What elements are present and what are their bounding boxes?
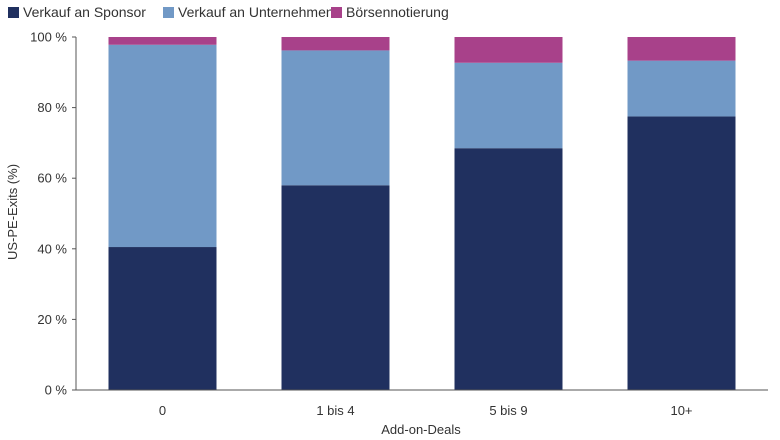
bar-1-2 <box>108 44 217 248</box>
legend-swatch-2 <box>163 7 174 18</box>
legend-label-3: Börsennotierung <box>346 4 449 20</box>
bar-4-1 <box>627 116 736 391</box>
y-axis: 0 % 20 % 40 % 60 % 80 % 100 % <box>30 30 77 398</box>
legend: Verkauf an Sponsor Verkauf an Unternehmen… <box>8 4 449 20</box>
bar-4-2 <box>627 60 736 117</box>
y-tick-label: 40 % <box>37 241 67 256</box>
bar-3-3 <box>454 37 563 63</box>
x-tick-label: 0 <box>159 403 166 418</box>
bar-1-3 <box>108 37 217 45</box>
y-tick-label: 100 % <box>30 30 67 45</box>
bar-1-1 <box>108 247 217 390</box>
bar-3-1 <box>454 148 563 390</box>
legend-swatch-1 <box>8 7 19 18</box>
y-tick-label: 20 % <box>37 312 67 327</box>
x-tick-label: 5 bis 9 <box>489 403 527 418</box>
legend-swatch-3 <box>331 7 342 18</box>
x-tick-label: 1 bis 4 <box>316 403 354 418</box>
x-tick-label: 10+ <box>670 403 692 418</box>
legend-label-2: Verkauf an Unternehmen <box>178 4 334 20</box>
x-axis-title: Add-on-Deals <box>381 422 461 437</box>
bars <box>108 37 736 391</box>
y-tick-label: 60 % <box>37 171 67 186</box>
bar-2-3 <box>281 37 390 51</box>
bar-2-2 <box>281 50 390 186</box>
x-axis: 0 1 bis 4 5 bis 9 10+ <box>76 389 768 418</box>
legend-label-1: Verkauf an Sponsor <box>23 4 146 20</box>
bar-2-1 <box>281 185 390 390</box>
bar-4-3 <box>627 37 736 61</box>
y-tick-label: 80 % <box>37 100 67 115</box>
y-axis-title: US-PE-Exits (%) <box>5 164 20 260</box>
y-tick-label: 0 % <box>45 383 68 398</box>
bar-3-2 <box>454 62 563 149</box>
